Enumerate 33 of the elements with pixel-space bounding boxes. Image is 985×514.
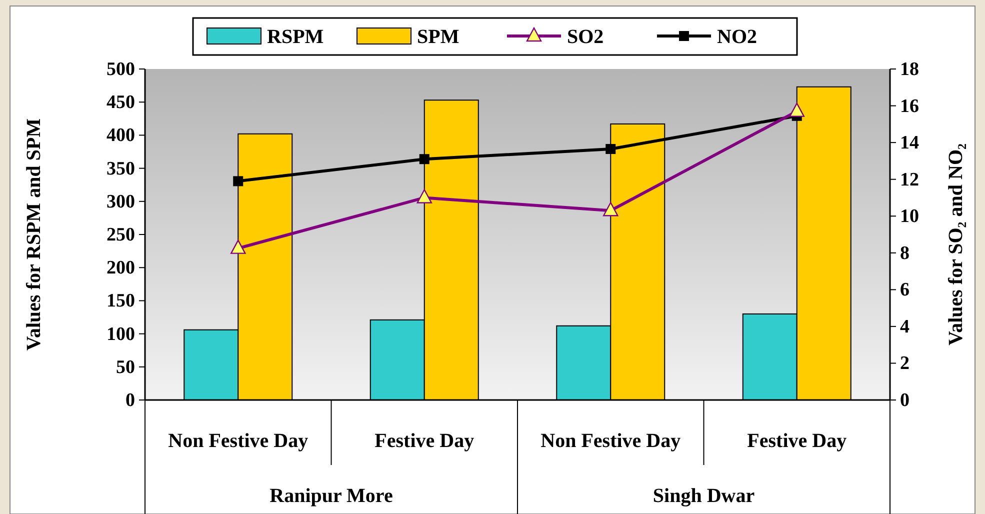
y-tick-label: 500 (106, 59, 135, 80)
text: Singh Dwar (652, 485, 755, 507)
y2-tick-label: 6 (900, 280, 910, 301)
y-tick-label: 350 (106, 158, 135, 180)
legend-label: NO2 (717, 26, 757, 48)
y-tick-label: 300 (106, 191, 135, 212)
y2-tick-label: 14 (900, 132, 920, 154)
y-tick-label: 250 (106, 224, 135, 246)
y-axis-title: Values for RSPM and SPM (23, 118, 45, 351)
x-tick-label: Non Festive Day (168, 430, 308, 452)
legend-label: SPM (417, 26, 460, 48)
y2-tick-label: 18 (900, 59, 919, 80)
y2-tick-label: 10 (900, 206, 919, 228)
y-tick-label: 450 (106, 92, 135, 114)
x-tick-label: Festive Day (747, 430, 847, 452)
x-tick-label: Festive Day (374, 430, 474, 452)
legend-label: SO2 (567, 26, 604, 48)
y-tick-label: 200 (106, 258, 135, 279)
y-tick-label: 150 (106, 290, 135, 312)
legend-label: RSPM (267, 26, 324, 48)
y2-tick-label: 12 (900, 169, 919, 190)
x-tick-label: Non Festive Day (540, 430, 681, 452)
y-tick-label: 50 (116, 356, 135, 378)
y2-tick-label: 8 (900, 242, 910, 264)
y-tick-label: 0 (126, 390, 135, 411)
y2-axis-title: Values for SO₂ and NO₂ (945, 143, 967, 346)
y-tick-label: 400 (106, 125, 135, 146)
y2-tick-label: 16 (900, 96, 919, 117)
y2-tick-label: 4 (900, 316, 910, 338)
y2-tick-label: 2 (900, 353, 910, 374)
text: Ranipur More (270, 485, 393, 507)
y-tick-label: 100 (106, 324, 135, 345)
y2-tick-label: 0 (900, 390, 910, 411)
